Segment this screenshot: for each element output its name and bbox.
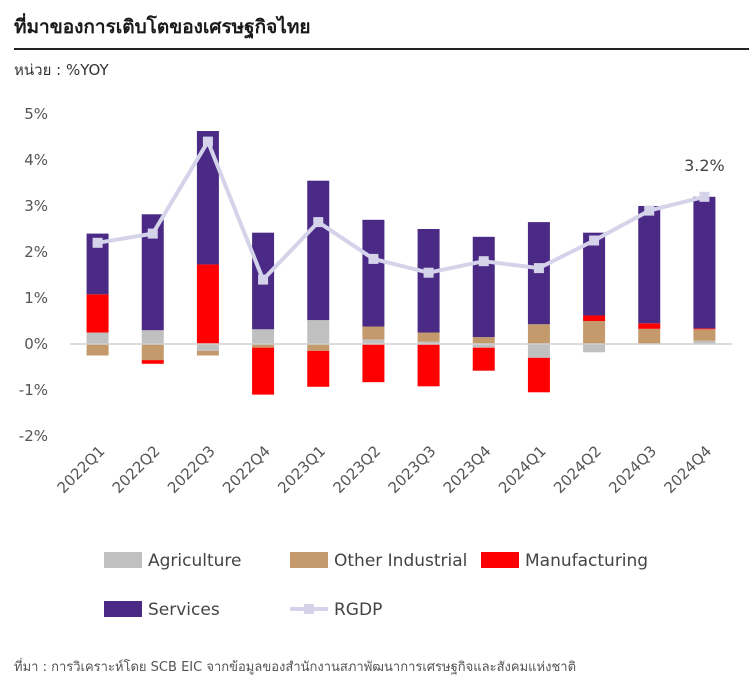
x-tick-label: 2022Q3 <box>164 442 219 497</box>
y-tick-label: 2% <box>24 243 48 261</box>
legend-label-manufacturing: Manufacturing <box>525 551 648 571</box>
bar-manufacturing <box>583 315 606 321</box>
bar-other-industrial <box>472 337 495 344</box>
x-tick-label: 2022Q2 <box>109 442 164 497</box>
x-tick-label: 2024Q2 <box>550 442 605 497</box>
rgdp-marker <box>92 237 103 248</box>
bar-manufacturing <box>472 347 495 371</box>
bar-other-industrial <box>86 344 109 356</box>
x-tick-label: 2023Q1 <box>274 442 329 497</box>
y-tick-label: -1% <box>19 381 48 399</box>
rgdp-marker <box>423 267 434 278</box>
legend-swatch-manufacturing <box>481 552 519 568</box>
bar-agriculture <box>693 340 716 344</box>
legend-swatch-services <box>104 601 142 617</box>
chart-area: -2% -1% 0% 1% 2% 3% 4% 5% 3.2% 2022Q1 2022Q2 2022Q3… <box>19 105 732 620</box>
x-tick-label: 2024Q3 <box>605 442 660 497</box>
bar-services <box>527 222 550 325</box>
rgdp-marker <box>533 263 544 274</box>
rgdp-marker <box>313 217 324 228</box>
rgdp-marker <box>147 228 158 239</box>
y-tick-label: 3% <box>24 197 48 215</box>
bar-manufacturing <box>638 323 661 329</box>
title-divider <box>14 48 749 50</box>
rgdp-marker <box>644 205 655 216</box>
rgdp-marker <box>368 253 379 264</box>
bar-services <box>583 232 606 316</box>
legend-label-rgdp: RGDP <box>334 600 382 620</box>
rgdp-marker <box>478 256 489 267</box>
y-tick-label: 4% <box>24 151 48 169</box>
bar-agriculture <box>362 339 385 344</box>
bar-other-industrial <box>638 328 661 344</box>
bar-manufacturing <box>196 264 219 344</box>
bar-agriculture <box>583 344 606 353</box>
bar-other-industrial <box>583 321 606 344</box>
rgdp-marker <box>202 136 213 147</box>
rgdp-annotation: 3.2% <box>684 156 725 175</box>
rgdp-line <box>97 139 705 282</box>
chart-title: ที่มาของการเติบโตของเศรษฐกิจไทย <box>14 16 311 38</box>
bar-other-industrial <box>362 326 385 340</box>
bar-services <box>693 196 716 329</box>
y-tick-label: 5% <box>24 105 48 123</box>
source-note: ที่มา : การวิเคราะห์โดย SCB EIC จากข้อมู… <box>14 660 577 675</box>
legend-label-agriculture: Agriculture <box>148 551 242 571</box>
legend-swatch-other-industrial <box>290 552 328 568</box>
bar-manufacturing <box>417 344 440 387</box>
bar-other-industrial <box>417 332 440 342</box>
legend-swatch-agriculture <box>104 552 142 568</box>
bar-other-industrial <box>307 344 330 351</box>
rgdp-marker <box>258 274 269 285</box>
bar-other-industrial <box>527 324 550 344</box>
bar-manufacturing <box>307 350 330 387</box>
bar-manufacturing <box>252 347 275 395</box>
unit-label: หน่วย : %YOY <box>14 61 109 79</box>
bar-agriculture <box>307 320 330 344</box>
bar-other-industrial <box>196 350 219 356</box>
bar-manufacturing <box>86 294 109 333</box>
legend-label-other-industrial: Other Industrial <box>334 551 467 571</box>
bar-manufacturing <box>527 357 550 393</box>
bar-other-industrial <box>141 344 164 361</box>
bar-other-industrial <box>252 344 275 348</box>
bar-manufacturing <box>362 344 385 383</box>
bar-manufacturing <box>141 360 164 364</box>
x-tick-label: 2023Q2 <box>329 442 384 497</box>
x-tick-label: 2023Q3 <box>385 442 440 497</box>
bar-agriculture <box>196 344 219 351</box>
bar-agriculture <box>252 329 275 344</box>
x-tick-label: 2023Q4 <box>440 442 495 497</box>
bar-other-industrial <box>693 329 716 341</box>
y-tick-label: 1% <box>24 289 48 307</box>
legend-label-services: Services <box>148 600 220 620</box>
bar-services <box>86 233 109 295</box>
bar-services <box>307 180 330 321</box>
bar-services <box>141 214 164 331</box>
bar-services <box>196 131 219 265</box>
bar-services <box>417 229 440 333</box>
legend-marker-rgdp <box>304 604 314 614</box>
bar-services <box>638 206 661 324</box>
x-tick-label: 2022Q1 <box>54 442 109 497</box>
y-tick-label: 0% <box>24 335 48 353</box>
bar-services <box>362 219 385 327</box>
bar-manufacturing <box>693 328 716 330</box>
rgdp-marker <box>699 191 710 202</box>
bar-services <box>472 236 495 338</box>
bar-agriculture <box>86 332 109 344</box>
x-tick-label: 2024Q4 <box>660 442 715 497</box>
y-tick-label: -2% <box>19 427 48 445</box>
x-tick-label: 2022Q4 <box>219 442 274 497</box>
bar-agriculture <box>417 341 440 344</box>
bar-agriculture <box>527 344 550 358</box>
bar-agriculture <box>141 330 164 344</box>
x-tick-label: 2024Q1 <box>495 442 550 497</box>
rgdp-marker <box>589 235 600 246</box>
bar-agriculture <box>472 344 495 348</box>
